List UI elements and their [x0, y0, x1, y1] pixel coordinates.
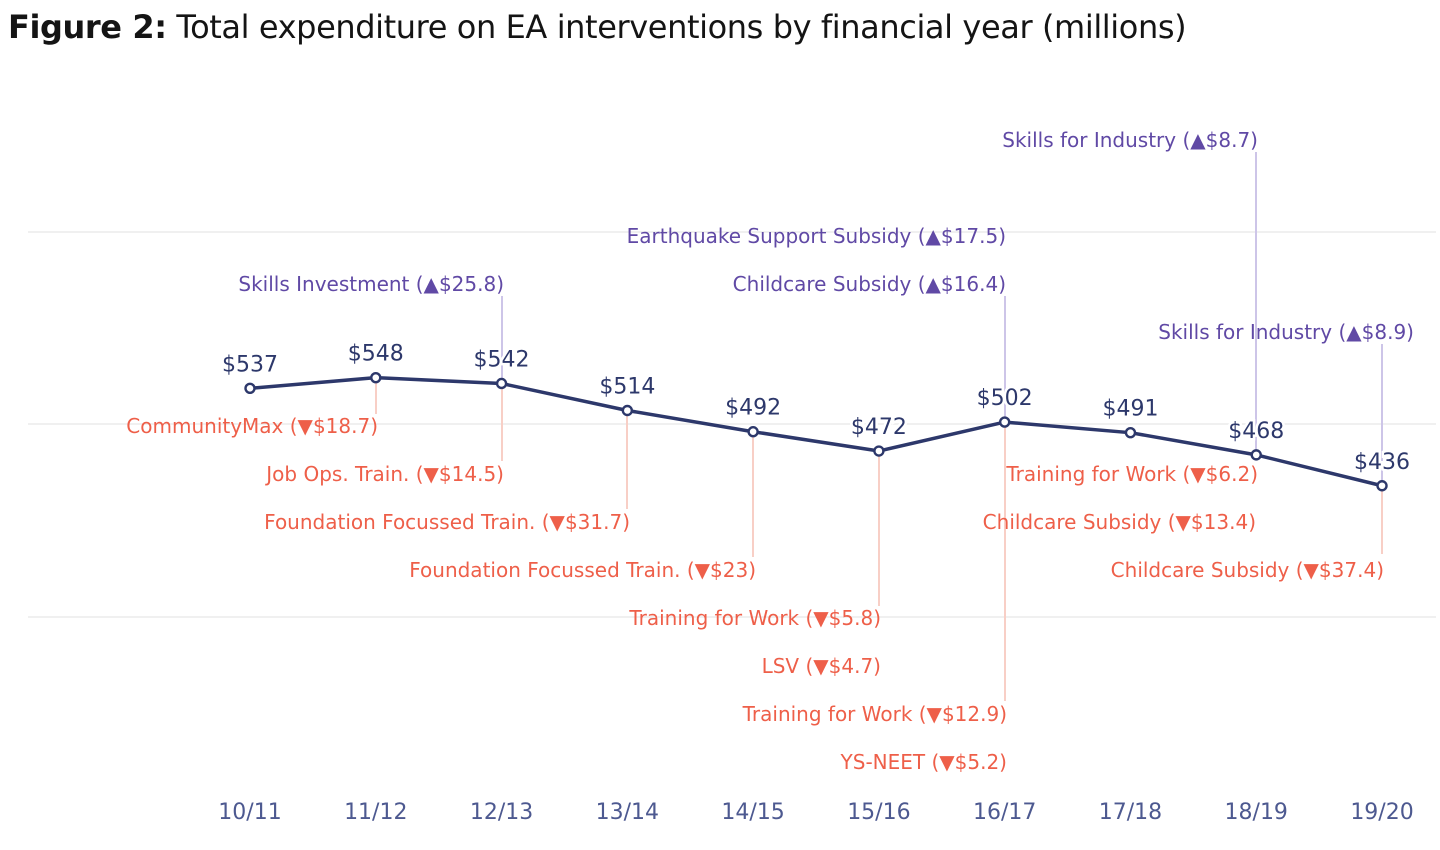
annotation-decrease: Foundation Focussed Train. (▼$31.7) [264, 510, 630, 534]
annotation-increase: Skills for Industry (▲$8.7) [1002, 128, 1258, 152]
data-point-marker [747, 426, 759, 438]
value-label: $548 [348, 342, 404, 367]
annotation-decrease: Training for Work (▼$5.8) [628, 606, 881, 630]
annotation-decrease: Foundation Focussed Train. (▼$23) [409, 558, 756, 582]
data-point-marker [621, 404, 634, 417]
x-axis-label: 16/17 [973, 800, 1036, 825]
x-axis-label: 17/18 [1099, 800, 1162, 825]
data-point-marker [495, 377, 508, 390]
annotation-increase: Skills for Industry (▲$8.9) [1158, 320, 1414, 344]
annotation-decrease: Training for Work (▼$6.2) [1005, 462, 1258, 486]
data-point-marker [998, 416, 1011, 428]
x-axis-label: 11/12 [344, 800, 407, 825]
x-axis-label: 13/14 [596, 800, 659, 825]
x-axis-label: 15/16 [847, 800, 910, 825]
figure-title: Figure 2: Total expenditure on EA interv… [8, 8, 1187, 46]
data-point-marker [244, 382, 256, 394]
value-label: $542 [474, 347, 530, 372]
value-label: $436 [1354, 450, 1410, 475]
annotation-increase: Skills Investment (▲$25.8) [238, 272, 504, 296]
value-label: $472 [851, 415, 907, 440]
data-point-marker [370, 371, 382, 384]
x-axis-label: 19/20 [1350, 800, 1413, 825]
trend-line [249, 375, 1383, 488]
annotation-decrease: YS-NEET (▼$5.2) [840, 750, 1007, 774]
x-axis-label: 18/19 [1225, 800, 1288, 825]
figure-number-label: Figure 2: [8, 8, 167, 46]
annotation-increase: Earthquake Support Subsidy (▲$17.5) [627, 224, 1006, 248]
value-label: $502 [977, 386, 1033, 411]
annotation-decrease: CommunityMax (▼$18.7) [126, 414, 378, 438]
annotation-decrease: LSV (▼$4.7) [762, 654, 881, 678]
figure-title-text: Total expenditure on EA interventions by… [166, 8, 1187, 46]
data-point-marker [1250, 449, 1262, 461]
data-point-marker [1124, 426, 1137, 439]
x-axis-label: 14/15 [721, 800, 784, 825]
value-label: $514 [599, 374, 655, 399]
value-label: $492 [725, 396, 781, 421]
annotation-decrease: Training for Work (▼$12.9) [742, 702, 1007, 726]
value-label: $537 [222, 352, 278, 377]
data-point-marker [1376, 480, 1388, 492]
value-label: $491 [1102, 397, 1158, 422]
value-label: $468 [1228, 419, 1284, 444]
annotation-decrease: Job Ops. Train. (▼$14.5) [264, 462, 504, 486]
x-axis-label: 12/13 [470, 800, 533, 825]
data-point-marker [873, 445, 885, 457]
x-axis-label: 10/11 [218, 800, 281, 825]
annotation-decrease: Childcare Subsidy (▼$13.4) [983, 510, 1256, 534]
annotation-decrease: Childcare Subsidy (▼$37.4) [1111, 558, 1384, 582]
annotation-increase: Childcare Subsidy (▲$16.4) [733, 272, 1006, 296]
